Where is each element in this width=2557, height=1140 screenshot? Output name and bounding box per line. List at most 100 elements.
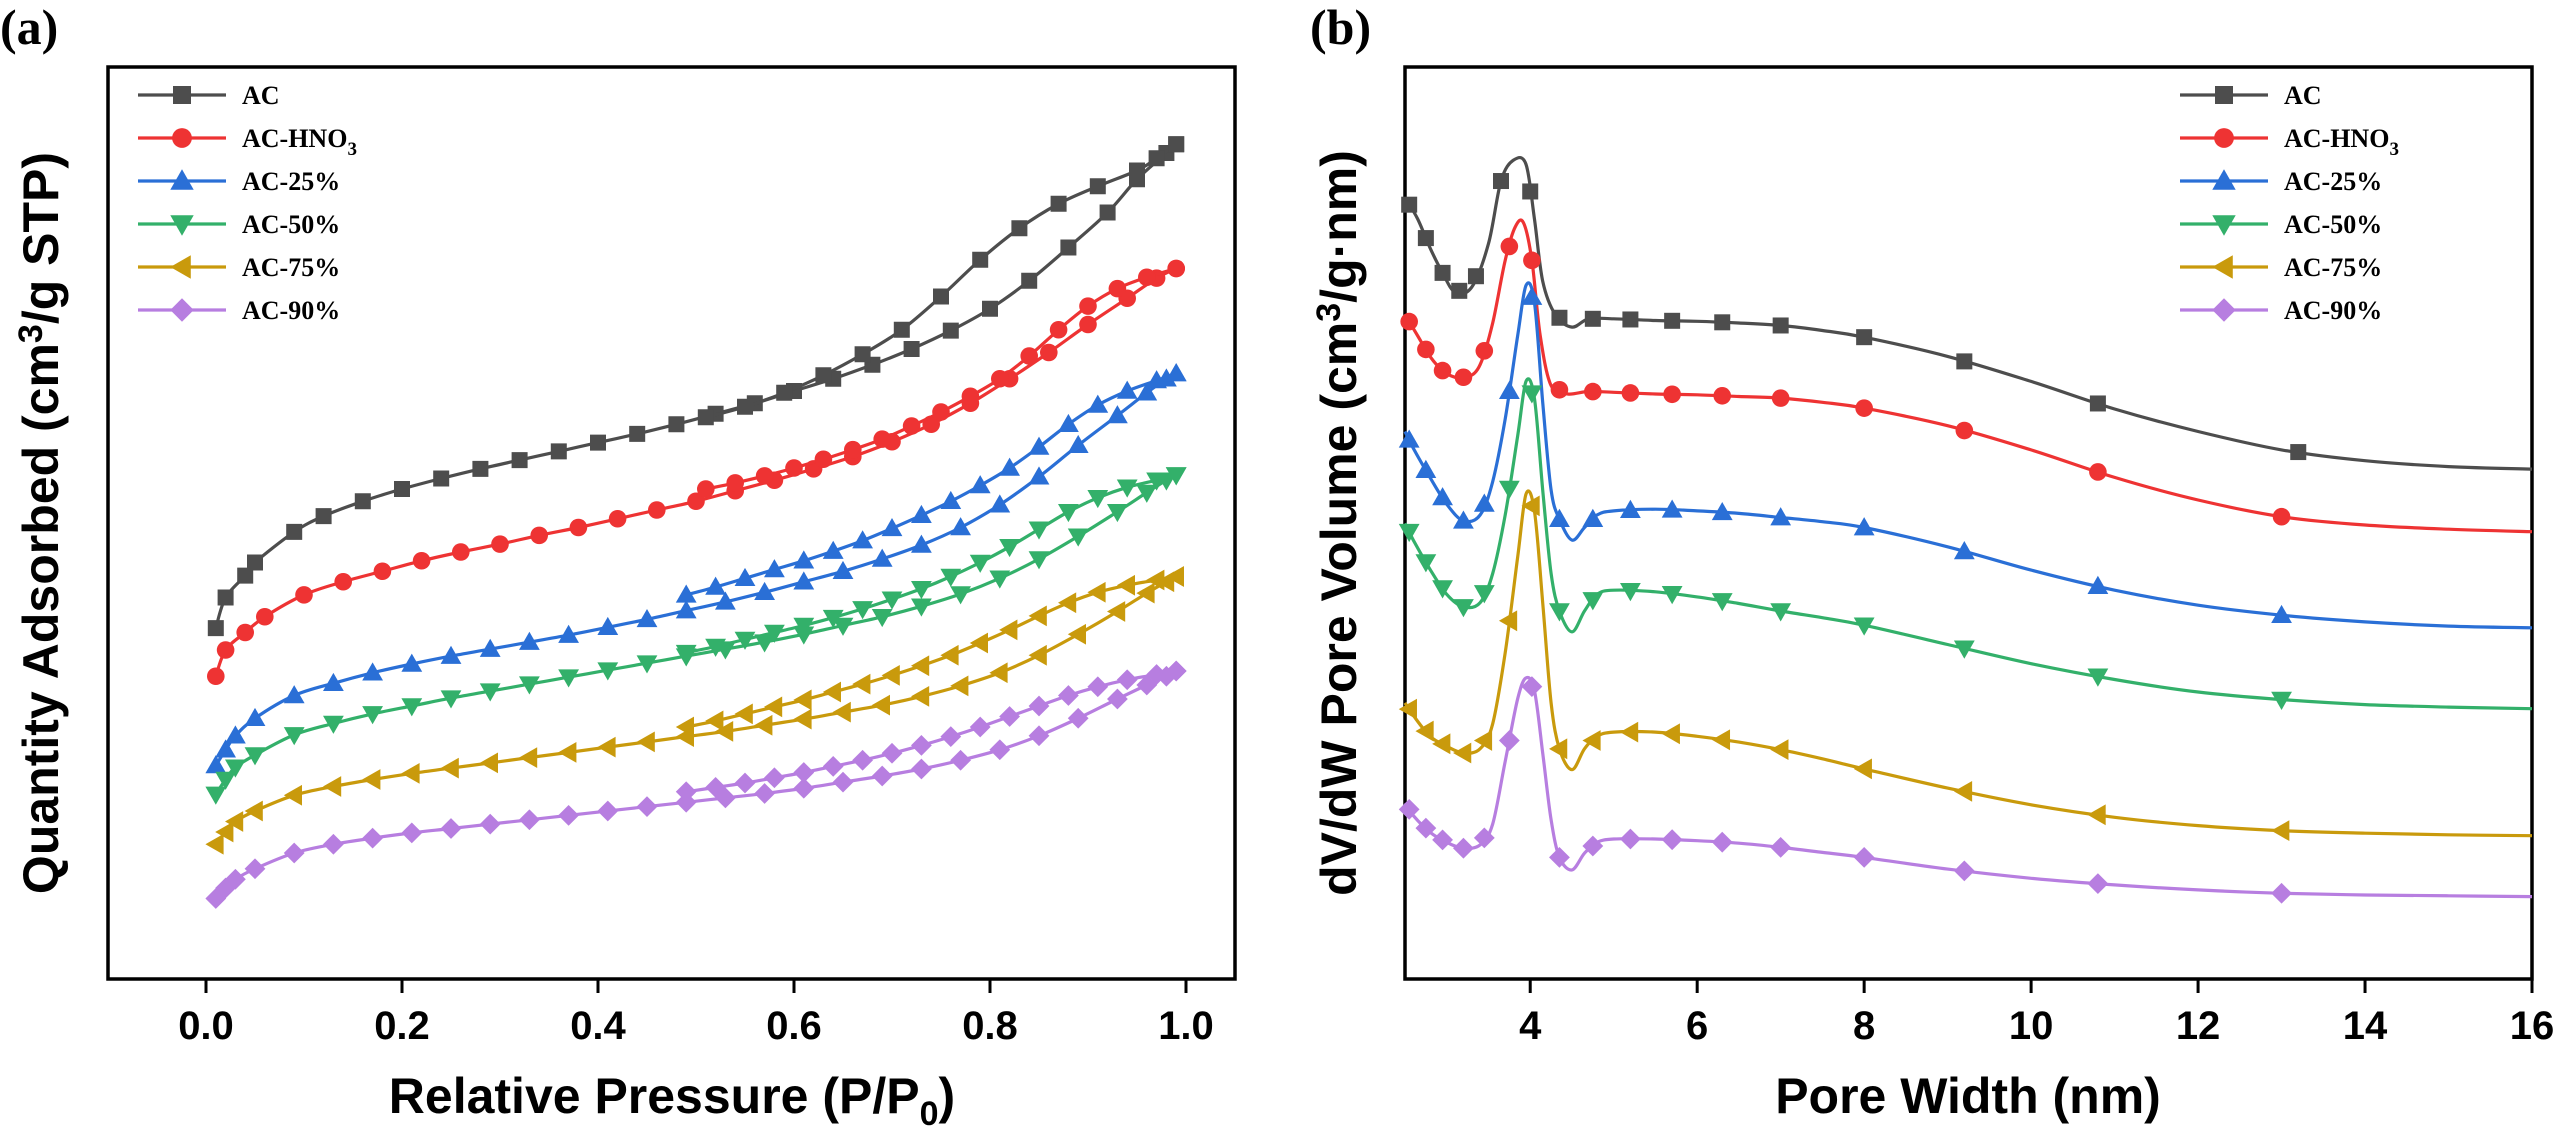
psd-point xyxy=(1853,617,1875,636)
psd-point xyxy=(1582,835,1604,857)
panel-a-xlabel: Relative Pressure (P/P0) xyxy=(389,1068,955,1133)
psd-point xyxy=(1549,846,1570,868)
adsorption-point xyxy=(1060,239,1077,256)
psd-point xyxy=(1400,312,1418,331)
adsorption-point xyxy=(283,784,302,806)
adsorption-point xyxy=(519,631,540,650)
x-tick-label: 0.0 xyxy=(178,1004,234,1048)
desorption-point xyxy=(734,567,756,587)
legend-label: AC-50% xyxy=(242,210,340,239)
psd-point xyxy=(2271,691,2292,710)
legend-label: AC-75% xyxy=(2284,253,2382,282)
legend-label: AC-25% xyxy=(2284,167,2382,196)
desorption-point xyxy=(1020,347,1038,365)
psd-point xyxy=(1498,610,1518,632)
adsorption-point xyxy=(237,567,254,584)
desorption-point xyxy=(1079,297,1097,315)
desorption-point xyxy=(764,624,785,643)
psd-point xyxy=(1711,831,1733,853)
adsorption-point xyxy=(550,443,567,460)
series-ac-75- xyxy=(1398,489,2533,842)
desorption-point xyxy=(932,403,950,421)
adsorption-point xyxy=(479,813,501,835)
desorption-point xyxy=(881,517,903,537)
adsorption-point xyxy=(205,786,227,805)
psd-point xyxy=(1853,517,1875,536)
desorption-point xyxy=(815,367,832,384)
desorption-point xyxy=(1028,521,1050,540)
adsorption-point xyxy=(354,493,371,510)
panel-a-legend: AC AC-HNO3 AC-25% AC-50% AC-75% AC-90% xyxy=(138,81,357,325)
psd-point xyxy=(1417,230,1434,247)
desorption-point xyxy=(675,781,697,803)
desorption-point xyxy=(822,540,844,559)
psd-point xyxy=(1661,723,1680,745)
series-ac xyxy=(1401,155,2533,471)
adsorption-point xyxy=(401,698,423,717)
adsorption-point xyxy=(871,548,893,567)
psd-point xyxy=(1551,309,1568,326)
x-tick-label: 12 xyxy=(2176,1004,2221,1048)
desorption-point xyxy=(999,706,1020,727)
adsorption-point xyxy=(1040,343,1058,362)
adsorption-point xyxy=(236,623,254,642)
desorption-point xyxy=(734,772,756,794)
psd-point xyxy=(1522,183,1539,200)
desorption-point xyxy=(893,321,910,338)
psd-point xyxy=(1582,730,1601,751)
desorption-point xyxy=(1058,413,1079,433)
desorption-point xyxy=(1108,279,1127,298)
psd-point xyxy=(1500,237,1519,256)
desorption-point xyxy=(1165,467,1187,486)
desorption-point xyxy=(1165,566,1184,587)
adsorption-point xyxy=(754,714,773,736)
desorption-point xyxy=(1058,503,1079,523)
psd-point xyxy=(1953,781,1973,802)
psd-point xyxy=(1661,586,1683,605)
psd-point xyxy=(1711,729,1731,751)
psd-line xyxy=(1403,281,2533,630)
adsorption-point xyxy=(401,762,420,784)
psd-point xyxy=(1770,836,1792,858)
desorption-point xyxy=(999,538,1020,558)
adsorption-point xyxy=(558,624,579,643)
desorption-point xyxy=(940,644,959,666)
legend-marker xyxy=(170,215,194,236)
psd-point xyxy=(1473,827,1495,849)
psd-point xyxy=(1772,317,1789,334)
psd-point xyxy=(1620,828,1641,850)
psd-point xyxy=(1473,730,1493,751)
psd-point xyxy=(1549,508,1570,527)
adsorption-point xyxy=(205,755,227,774)
psd-point xyxy=(1711,593,1733,612)
psd-point xyxy=(1432,580,1453,599)
adsorption-point xyxy=(1028,725,1050,747)
adsorption-point xyxy=(491,535,509,553)
adsorption-point xyxy=(636,731,655,753)
adsorption-point xyxy=(225,725,246,744)
legend-label: AC-HNO3 xyxy=(242,124,357,160)
adsorption-point xyxy=(950,517,971,536)
desorption-point xyxy=(969,554,991,573)
adsorption-point xyxy=(903,341,920,357)
adsorption-point xyxy=(715,591,736,610)
desorption-point xyxy=(911,734,932,756)
psd-point xyxy=(1521,676,1543,698)
psd-point xyxy=(1661,829,1683,851)
legend-marker xyxy=(170,298,194,322)
legend-marker xyxy=(170,255,191,279)
psd-point xyxy=(2271,882,2292,904)
adsorption-point xyxy=(950,675,969,697)
adsorption-point xyxy=(362,827,383,849)
panel-b-legend: AC AC-HNO3 AC-25% AC-50% AC-75% AC-90% xyxy=(2180,81,2399,325)
psd-point xyxy=(2272,507,2291,526)
psd-point xyxy=(1620,583,1641,602)
adsorption-point xyxy=(558,741,577,763)
psd-line xyxy=(1403,155,2533,471)
psd-point xyxy=(1398,429,1420,448)
adsorption-point xyxy=(362,662,383,681)
adsorption-point xyxy=(793,571,815,590)
adsorption-point xyxy=(754,783,775,804)
psd-point xyxy=(1415,554,1437,573)
adsorption-point xyxy=(286,523,303,540)
